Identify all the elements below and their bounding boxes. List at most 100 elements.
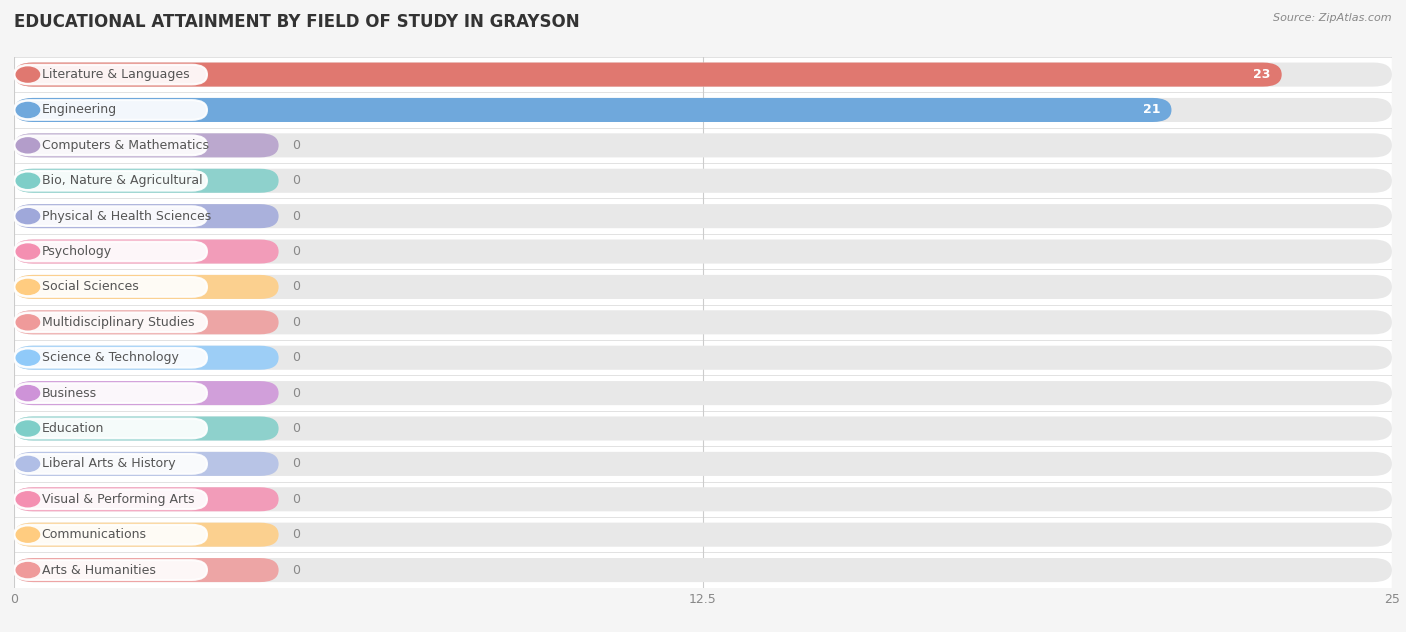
Circle shape [17,279,39,295]
Text: Source: ZipAtlas.com: Source: ZipAtlas.com [1274,13,1392,23]
Text: Bio, Nature & Agricultural: Bio, Nature & Agricultural [42,174,202,187]
FancyBboxPatch shape [14,416,278,441]
Circle shape [17,67,39,82]
FancyBboxPatch shape [14,204,1392,228]
Circle shape [17,244,39,259]
FancyBboxPatch shape [14,135,207,155]
Bar [14,128,1392,163]
FancyBboxPatch shape [14,346,1392,370]
FancyBboxPatch shape [14,275,1392,299]
FancyBboxPatch shape [14,452,278,476]
Circle shape [17,209,39,224]
FancyBboxPatch shape [14,381,1392,405]
FancyBboxPatch shape [14,63,1392,87]
Bar [14,92,1392,128]
Text: 0: 0 [292,493,301,506]
FancyBboxPatch shape [14,133,278,157]
FancyBboxPatch shape [14,452,1392,476]
Circle shape [17,492,39,507]
Text: 21: 21 [1143,104,1160,116]
FancyBboxPatch shape [14,63,1282,87]
FancyBboxPatch shape [14,489,207,509]
Circle shape [17,138,39,153]
Text: Psychology: Psychology [42,245,112,258]
FancyBboxPatch shape [14,558,278,582]
Bar [14,446,1392,482]
Bar [14,163,1392,198]
Text: Computers & Mathematics: Computers & Mathematics [42,139,208,152]
Text: Literature & Languages: Literature & Languages [42,68,190,81]
Circle shape [17,315,39,330]
Text: Business: Business [42,387,97,399]
FancyBboxPatch shape [14,240,278,264]
FancyBboxPatch shape [14,381,278,405]
FancyBboxPatch shape [14,346,278,370]
Text: Social Sciences: Social Sciences [42,281,138,293]
Bar [14,234,1392,269]
FancyBboxPatch shape [14,98,1392,122]
FancyBboxPatch shape [14,171,207,191]
Text: 0: 0 [292,422,301,435]
Bar [14,482,1392,517]
FancyBboxPatch shape [14,204,278,228]
Text: 0: 0 [292,458,301,470]
Text: 0: 0 [292,174,301,187]
FancyBboxPatch shape [14,277,207,297]
FancyBboxPatch shape [14,487,278,511]
FancyBboxPatch shape [14,487,1392,511]
FancyBboxPatch shape [14,240,1392,264]
Text: Visual & Performing Arts: Visual & Performing Arts [42,493,194,506]
Bar [14,411,1392,446]
FancyBboxPatch shape [14,454,207,474]
FancyBboxPatch shape [14,310,1392,334]
FancyBboxPatch shape [14,383,207,403]
Text: EDUCATIONAL ATTAINMENT BY FIELD OF STUDY IN GRAYSON: EDUCATIONAL ATTAINMENT BY FIELD OF STUDY… [14,13,579,30]
Text: 0: 0 [292,139,301,152]
Text: Arts & Humanities: Arts & Humanities [42,564,156,576]
Bar [14,552,1392,588]
Bar [14,269,1392,305]
FancyBboxPatch shape [14,64,207,85]
FancyBboxPatch shape [14,169,1392,193]
Text: Communications: Communications [42,528,146,541]
Bar [14,375,1392,411]
Text: 23: 23 [1253,68,1271,81]
Bar [14,57,1392,92]
Circle shape [17,102,39,118]
Text: 0: 0 [292,245,301,258]
Text: 0: 0 [292,351,301,364]
FancyBboxPatch shape [14,310,278,334]
Text: Physical & Health Sciences: Physical & Health Sciences [42,210,211,222]
FancyBboxPatch shape [14,418,207,439]
Text: 0: 0 [292,528,301,541]
Text: Science & Technology: Science & Technology [42,351,179,364]
Bar [14,198,1392,234]
FancyBboxPatch shape [14,98,1171,122]
FancyBboxPatch shape [14,133,1392,157]
Text: Education: Education [42,422,104,435]
FancyBboxPatch shape [14,206,207,226]
Circle shape [17,350,39,365]
FancyBboxPatch shape [14,169,278,193]
FancyBboxPatch shape [14,312,207,332]
Circle shape [17,173,39,188]
FancyBboxPatch shape [14,416,1392,441]
Text: Multidisciplinary Studies: Multidisciplinary Studies [42,316,194,329]
Bar [14,305,1392,340]
Circle shape [17,421,39,436]
FancyBboxPatch shape [14,241,207,262]
FancyBboxPatch shape [14,558,1392,582]
Text: 0: 0 [292,387,301,399]
FancyBboxPatch shape [14,100,207,120]
Text: 0: 0 [292,281,301,293]
FancyBboxPatch shape [14,348,207,368]
Circle shape [17,386,39,401]
FancyBboxPatch shape [14,523,278,547]
Text: Engineering: Engineering [42,104,117,116]
Text: Liberal Arts & History: Liberal Arts & History [42,458,176,470]
Circle shape [17,456,39,471]
Bar [14,340,1392,375]
Text: 0: 0 [292,210,301,222]
Circle shape [17,562,39,578]
FancyBboxPatch shape [14,523,1392,547]
